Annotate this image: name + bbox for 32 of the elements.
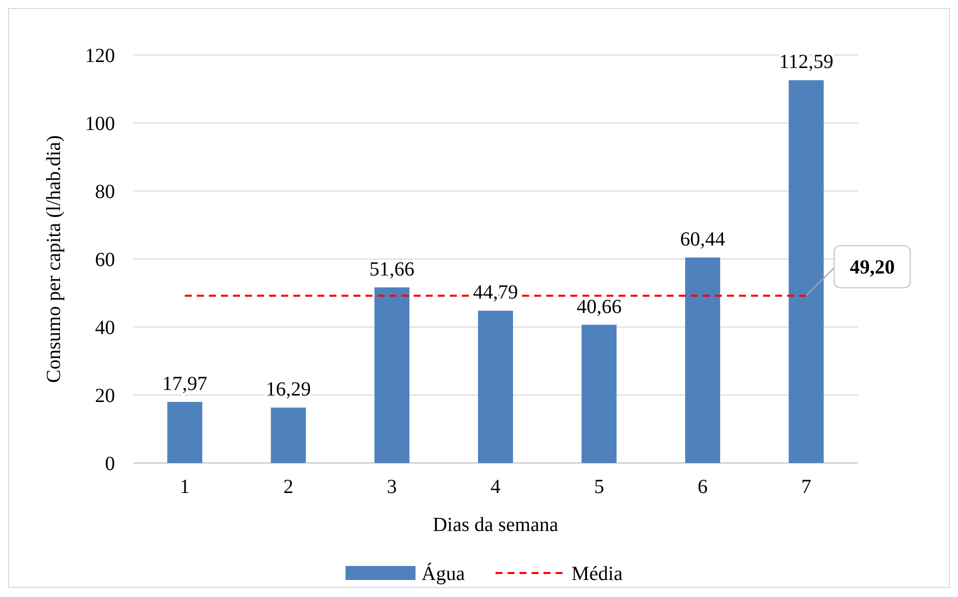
bar bbox=[478, 310, 513, 463]
x-tick-label: 3 bbox=[386, 476, 397, 498]
y-tick-label: 40 bbox=[95, 317, 115, 339]
x-tick-label: 2 bbox=[283, 476, 294, 498]
x-axis-title: Dias da semana bbox=[432, 514, 558, 536]
bar bbox=[374, 287, 410, 463]
y-axis-title: Consumo per capita (l/hab.dia) bbox=[43, 135, 65, 383]
y-tick-label: 60 bbox=[95, 249, 115, 271]
legend-label: Média bbox=[572, 563, 623, 585]
x-tick-label: 7 bbox=[801, 476, 812, 498]
y-tick-label: 0 bbox=[105, 453, 115, 475]
data-label: 112,59 bbox=[779, 51, 834, 74]
bar bbox=[788, 80, 824, 463]
x-tick-label: 6 bbox=[698, 476, 708, 498]
x-tick-label: 4 bbox=[490, 476, 500, 498]
bar bbox=[167, 402, 202, 463]
data-label: 16,29 bbox=[266, 378, 311, 401]
y-tick-label: 20 bbox=[95, 385, 115, 407]
legend-label: Água bbox=[422, 562, 465, 585]
y-tick-label: 120 bbox=[85, 45, 115, 67]
y-tick-label: 100 bbox=[85, 113, 115, 135]
y-tick-label: 80 bbox=[95, 181, 115, 203]
data-label: 51,66 bbox=[369, 258, 414, 280]
data-label: 17,97 bbox=[162, 372, 208, 395]
x-tick-label: 5 bbox=[594, 476, 604, 498]
bar bbox=[582, 324, 617, 463]
bar bbox=[685, 258, 720, 463]
bar bbox=[270, 408, 306, 463]
x-tick-label: 1 bbox=[180, 476, 190, 498]
data-label: 40,66 bbox=[576, 296, 622, 318]
data-label: 49,20 bbox=[850, 256, 895, 279]
data-label: 60,44 bbox=[680, 228, 726, 251]
